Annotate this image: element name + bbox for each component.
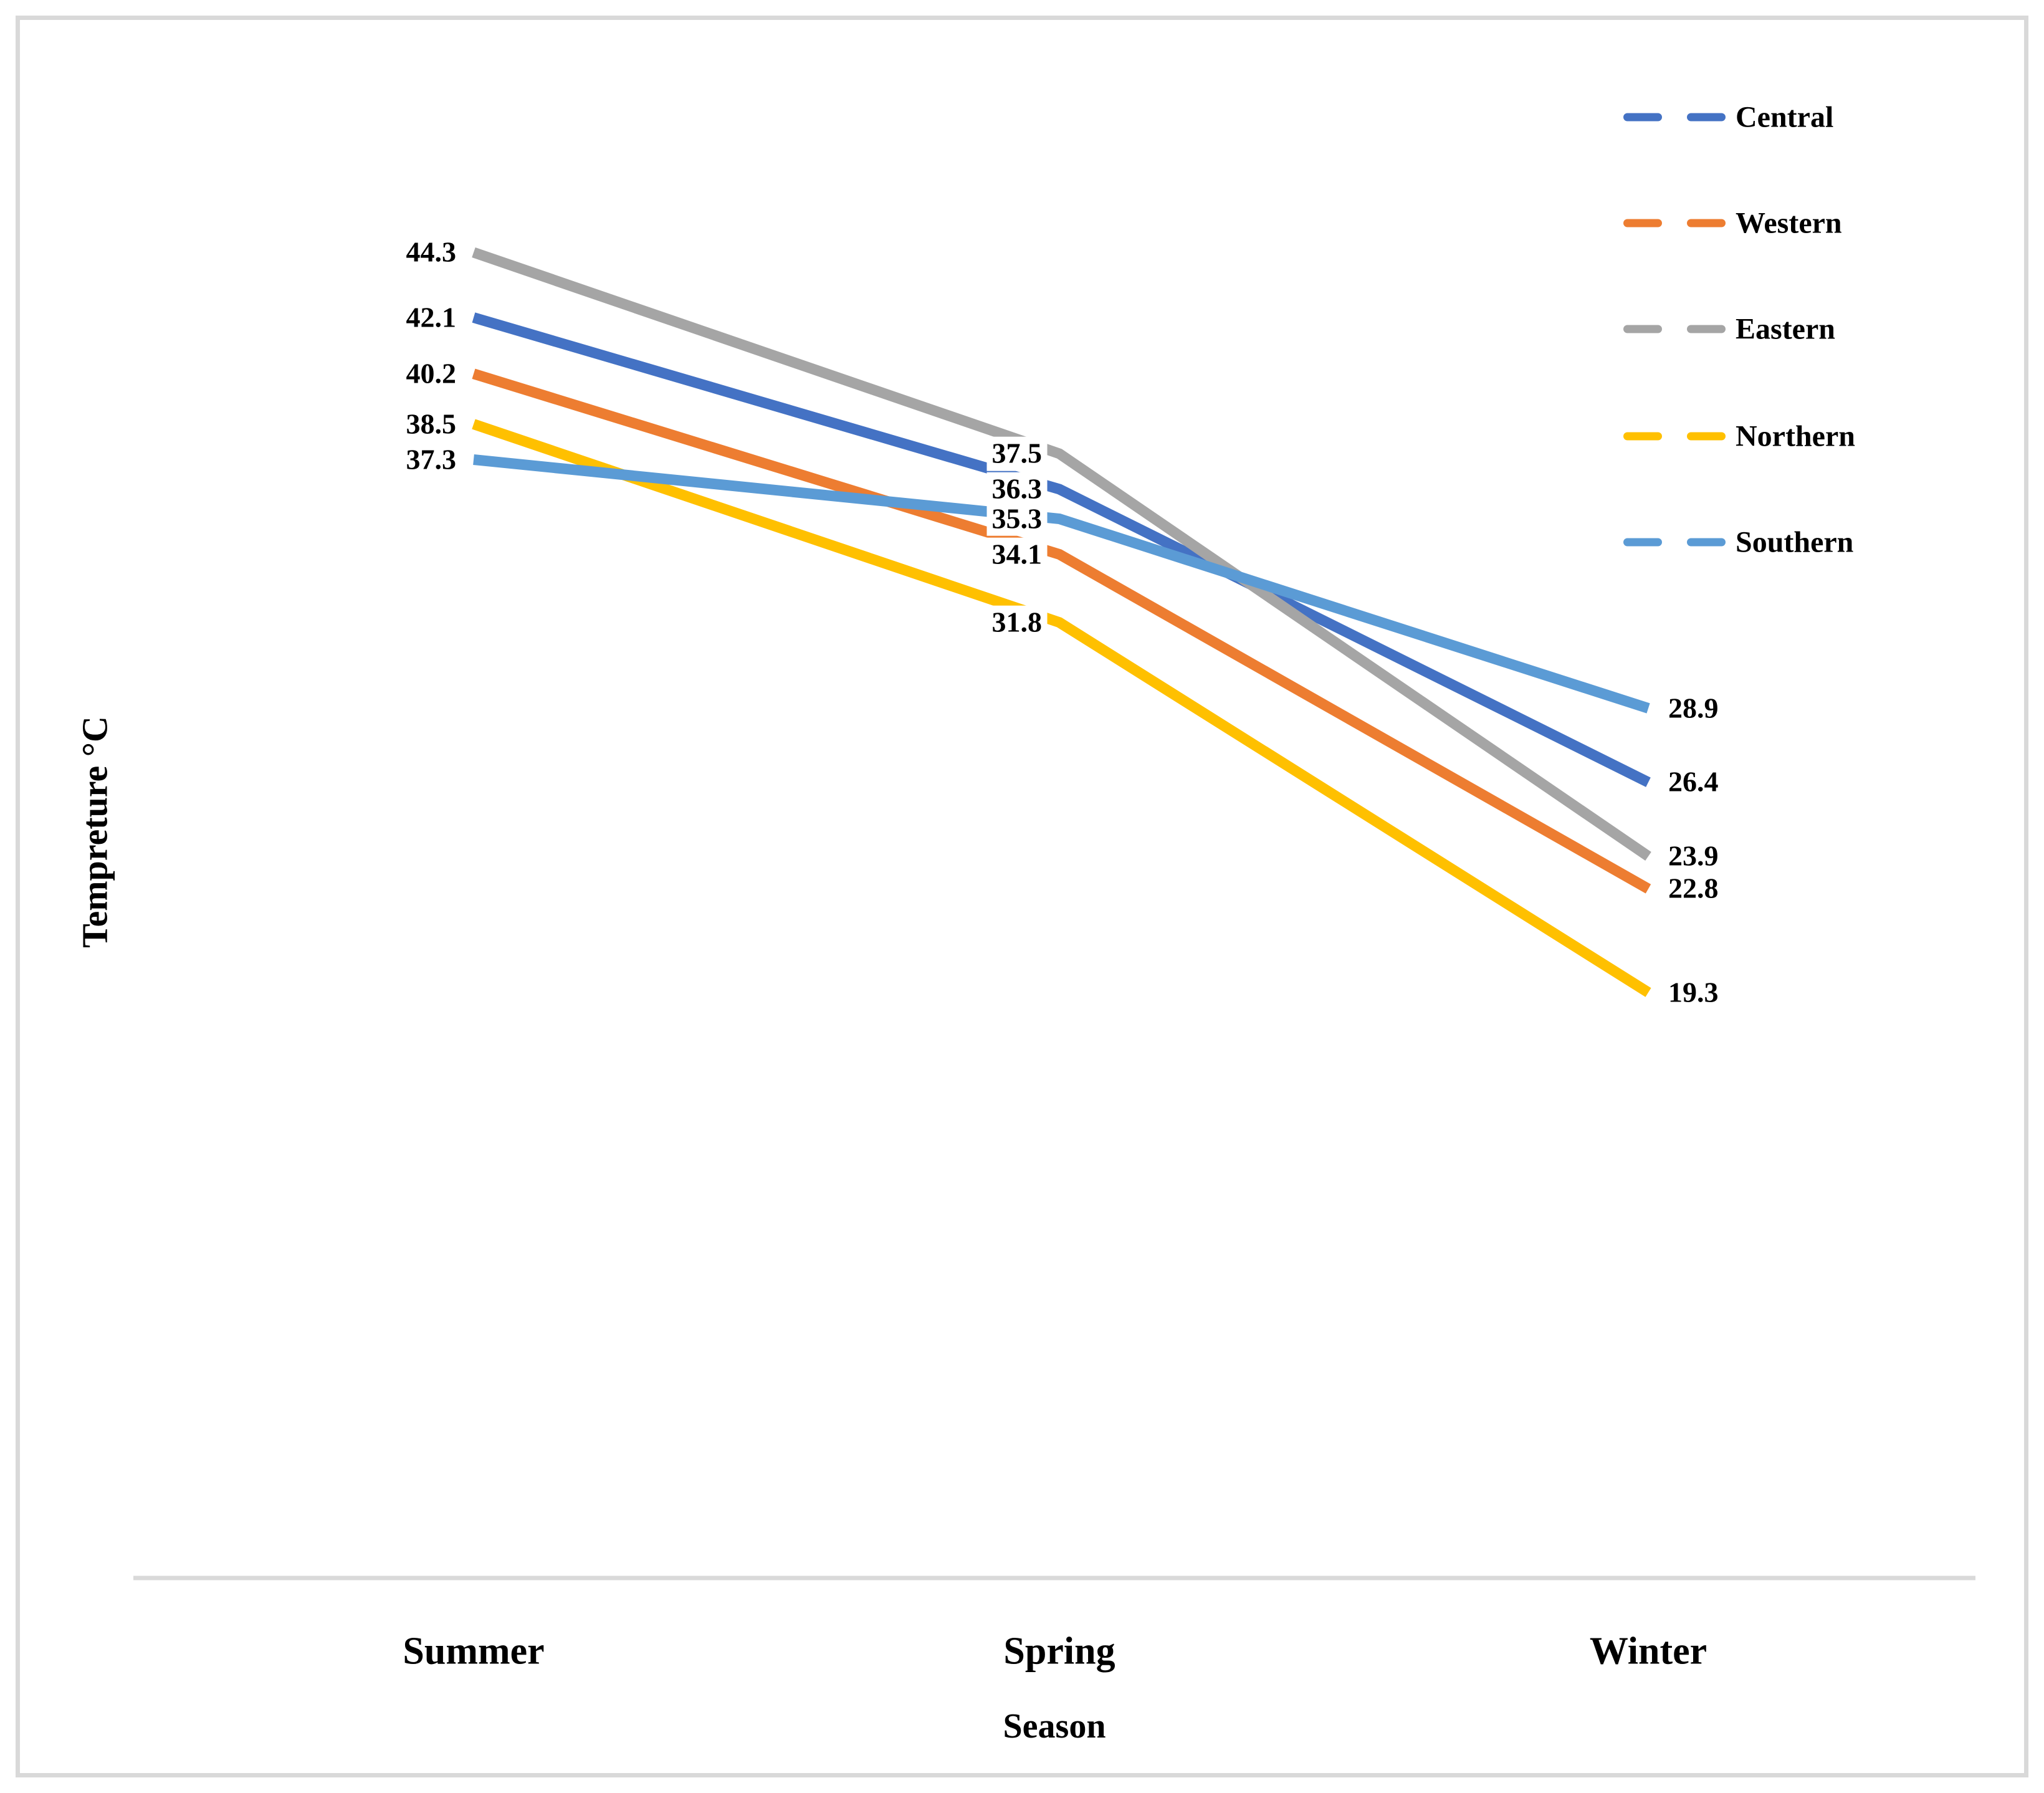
x-axis-title: Season xyxy=(1003,1707,1106,1746)
legend-dash-icon xyxy=(1623,219,1662,227)
data-label-central-summer: 42.1 xyxy=(401,300,461,335)
category-label-summer: Summer xyxy=(403,1630,545,1673)
data-label-eastern-winter: 23.9 xyxy=(1663,839,1724,874)
data-label-northern-summer: 38.5 xyxy=(401,407,461,441)
data-label-western-summer: 40.2 xyxy=(401,356,461,391)
series-line-northern xyxy=(472,419,1651,997)
category-label-spring: Spring xyxy=(1003,1630,1115,1673)
data-label-eastern-summer: 44.3 xyxy=(401,235,461,270)
legend-item-central: Central xyxy=(1623,100,1833,135)
legend-dash-icon xyxy=(1687,432,1726,441)
legend-item-western: Western xyxy=(1623,206,1842,241)
legend-label-central: Central xyxy=(1736,100,1834,134)
legend-item-southern: Southern xyxy=(1623,525,1853,560)
legend-dash-icon xyxy=(1623,538,1662,547)
legend-dash-icon xyxy=(1623,325,1662,333)
series-line-western xyxy=(472,368,1651,894)
series-line-eastern xyxy=(472,247,1651,861)
data-label-central-spring: 36.3 xyxy=(986,472,1047,507)
data-label-southern-spring: 35.3 xyxy=(986,502,1047,536)
legend-label-northern: Northern xyxy=(1736,419,1855,453)
legend-label-eastern: Eastern xyxy=(1736,312,1835,346)
y-axis-title: Tempreture °C xyxy=(74,716,115,948)
data-label-western-spring: 34.1 xyxy=(986,537,1047,571)
legend-dash-icon xyxy=(1623,432,1662,441)
data-label-western-winter: 22.8 xyxy=(1663,871,1724,906)
data-label-eastern-spring: 37.5 xyxy=(986,436,1047,471)
category-label-winter: Winter xyxy=(1589,1630,1707,1673)
legend-dash-icon xyxy=(1687,325,1726,333)
data-label-southern-summer: 37.3 xyxy=(401,442,461,477)
data-label-northern-spring: 31.8 xyxy=(986,605,1047,640)
series-line-central xyxy=(472,312,1651,787)
series-line-southern xyxy=(473,454,1650,714)
legend-label-southern: Southern xyxy=(1736,525,1854,559)
legend-dash-icon xyxy=(1687,113,1726,122)
legend-dash-icon xyxy=(1623,113,1662,122)
data-label-northern-winter: 19.3 xyxy=(1663,975,1724,1010)
legend-dash-icon xyxy=(1687,219,1726,227)
legend-item-eastern: Eastern xyxy=(1623,312,1835,347)
legend-dash-icon xyxy=(1687,538,1726,547)
data-label-southern-winter: 28.9 xyxy=(1663,691,1724,725)
legend-label-western: Western xyxy=(1736,206,1842,240)
data-label-central-winter: 26.4 xyxy=(1663,765,1724,800)
legend-item-northern: Northern xyxy=(1623,419,1855,454)
